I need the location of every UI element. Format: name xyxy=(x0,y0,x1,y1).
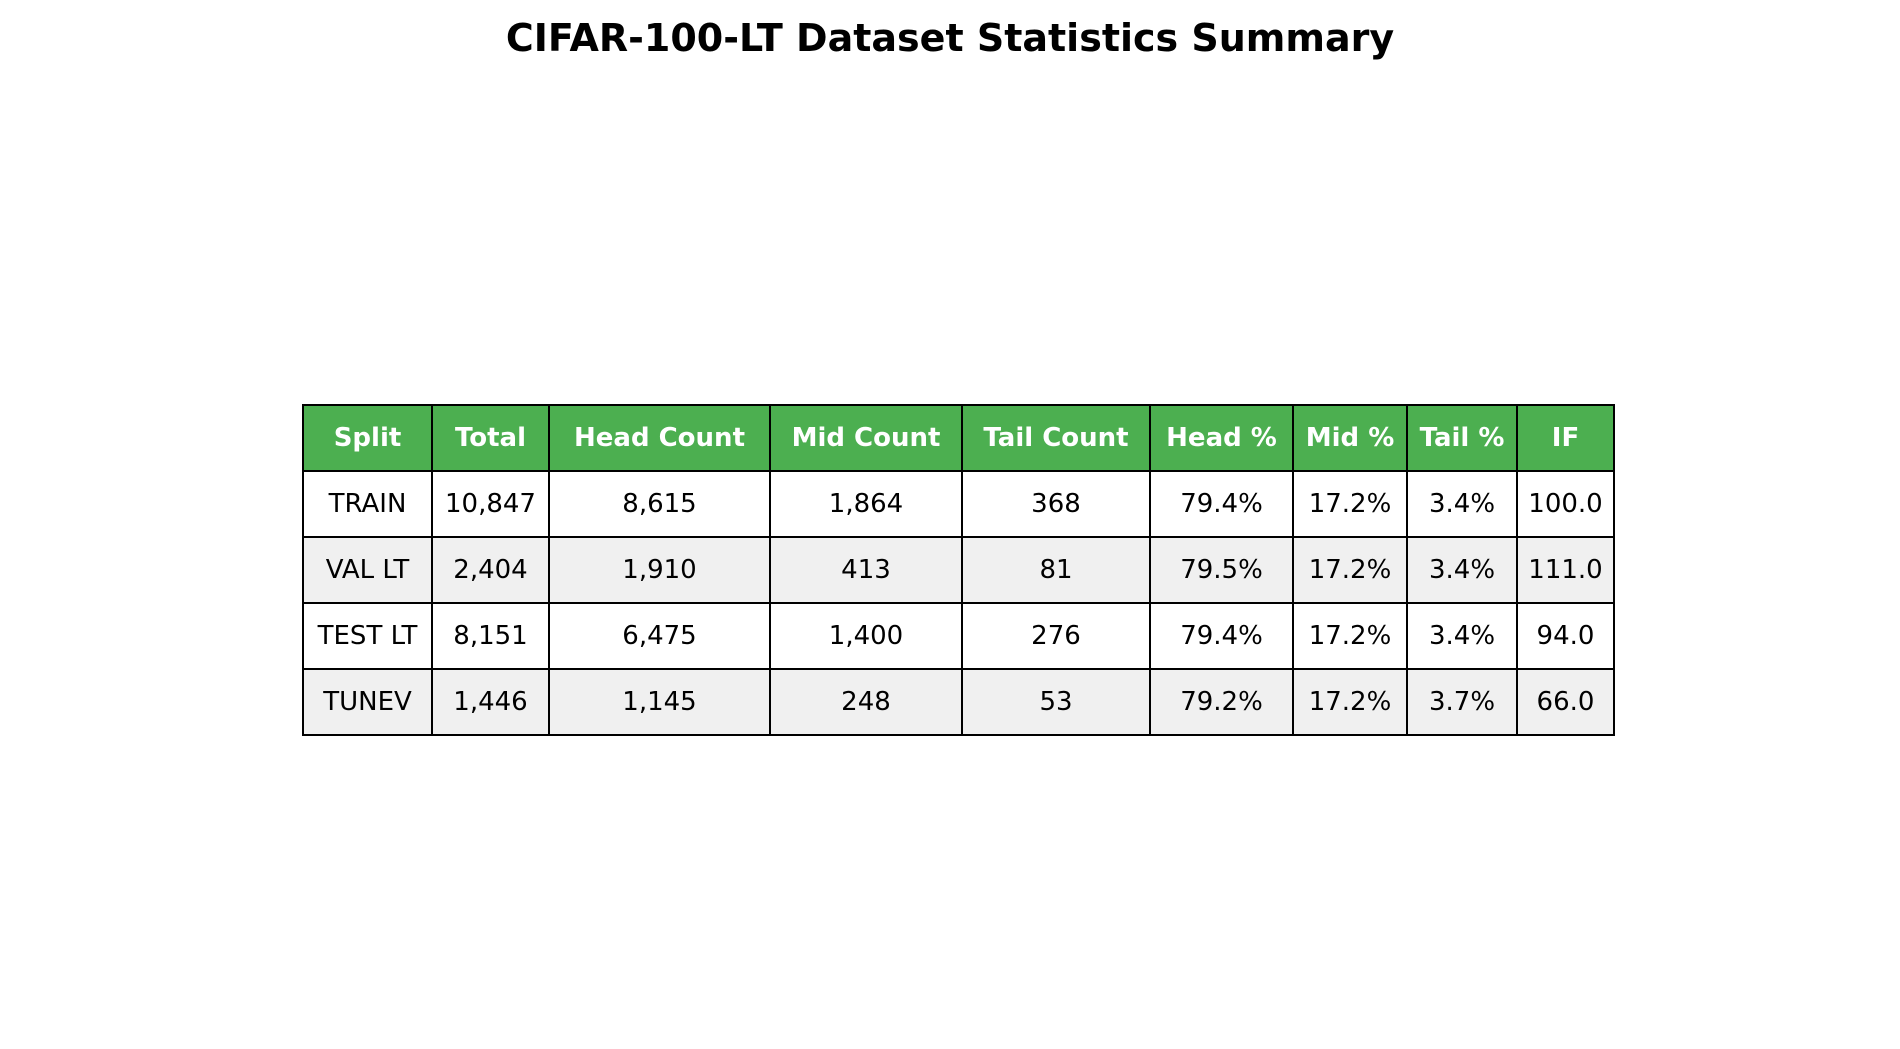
split-name-cell: VAL LT xyxy=(302,536,433,604)
column-header: Split xyxy=(302,404,433,472)
table-cell: 3.4% xyxy=(1406,470,1518,538)
table-cell: 8,615 xyxy=(548,470,771,538)
table-cell: 17.2% xyxy=(1292,602,1408,670)
column-header: Mid % xyxy=(1292,404,1408,472)
table-body: TRAIN 10,847 8,615 1,864 368 79.4% 17.2% 3.4% 10… xyxy=(302,470,1615,736)
table-cell: 1,145 xyxy=(548,668,771,736)
table-cell: 2,404 xyxy=(431,536,550,604)
column-header: Head Count xyxy=(548,404,771,472)
table-cell: 248 xyxy=(769,668,963,736)
table-cell: 1,446 xyxy=(431,668,550,736)
column-header: Total xyxy=(431,404,550,472)
table-row: VAL LT 2,404 1,910 413 81 79.5% 17.2% 3.4% 111.0 xyxy=(302,536,1615,604)
split-name-cell: TEST LT xyxy=(302,602,433,670)
table-cell: 17.2% xyxy=(1292,536,1408,604)
column-header: Tail % xyxy=(1406,404,1518,472)
table-cell: 79.5% xyxy=(1149,536,1294,604)
table-header: Split Total Head Count Mid Count Tail Count H… xyxy=(302,404,1615,472)
table-cell: 66.0 xyxy=(1516,668,1615,736)
table-cell: 17.2% xyxy=(1292,668,1408,736)
header-row: Split Total Head Count Mid Count Tail Count H… xyxy=(302,404,1615,472)
table-cell: 79.2% xyxy=(1149,668,1294,736)
table-cell: 17.2% xyxy=(1292,470,1408,538)
table-cell: 276 xyxy=(961,602,1151,670)
column-header: Head % xyxy=(1149,404,1294,472)
table-row: TEST LT 8,151 6,475 1,400 276 79.4% 17.2% 3.4% 9… xyxy=(302,602,1615,670)
table-cell: 6,475 xyxy=(548,602,771,670)
column-header: Mid Count xyxy=(769,404,963,472)
table-cell: 8,151 xyxy=(431,602,550,670)
table-cell: 111.0 xyxy=(1516,536,1615,604)
table-cell: 81 xyxy=(961,536,1151,604)
table-cell: 3.4% xyxy=(1406,602,1518,670)
table-cell: 3.7% xyxy=(1406,668,1518,736)
table-cell: 3.4% xyxy=(1406,536,1518,604)
table-cell: 100.0 xyxy=(1516,470,1615,538)
chart-title: CIFAR-100-LT Dataset Statistics Summary xyxy=(505,16,1395,60)
table-cell: 53 xyxy=(961,668,1151,736)
statistics-table: Split Total Head Count Mid Count Tail Count H… xyxy=(302,404,1615,736)
table-cell: 79.4% xyxy=(1149,470,1294,538)
table-cell: 1,400 xyxy=(769,602,963,670)
split-name-cell: TUNEV xyxy=(302,668,433,736)
split-name-cell: TRAIN xyxy=(302,470,433,538)
table-cell: 94.0 xyxy=(1516,602,1615,670)
table-cell: 368 xyxy=(961,470,1151,538)
table-row: TUNEV 1,446 1,145 248 53 79.2% 17.2% 3.7% 66.0 xyxy=(302,668,1615,736)
table-cell: 413 xyxy=(769,536,963,604)
column-header: IF xyxy=(1516,404,1615,472)
table-cell: 10,847 xyxy=(431,470,550,538)
column-header: Tail Count xyxy=(961,404,1151,472)
table-row: TRAIN 10,847 8,615 1,864 368 79.4% 17.2% 3.4% 10… xyxy=(302,470,1615,538)
table-cell: 1,910 xyxy=(548,536,771,604)
table-cell: 79.4% xyxy=(1149,602,1294,670)
table-cell: 1,864 xyxy=(769,470,963,538)
